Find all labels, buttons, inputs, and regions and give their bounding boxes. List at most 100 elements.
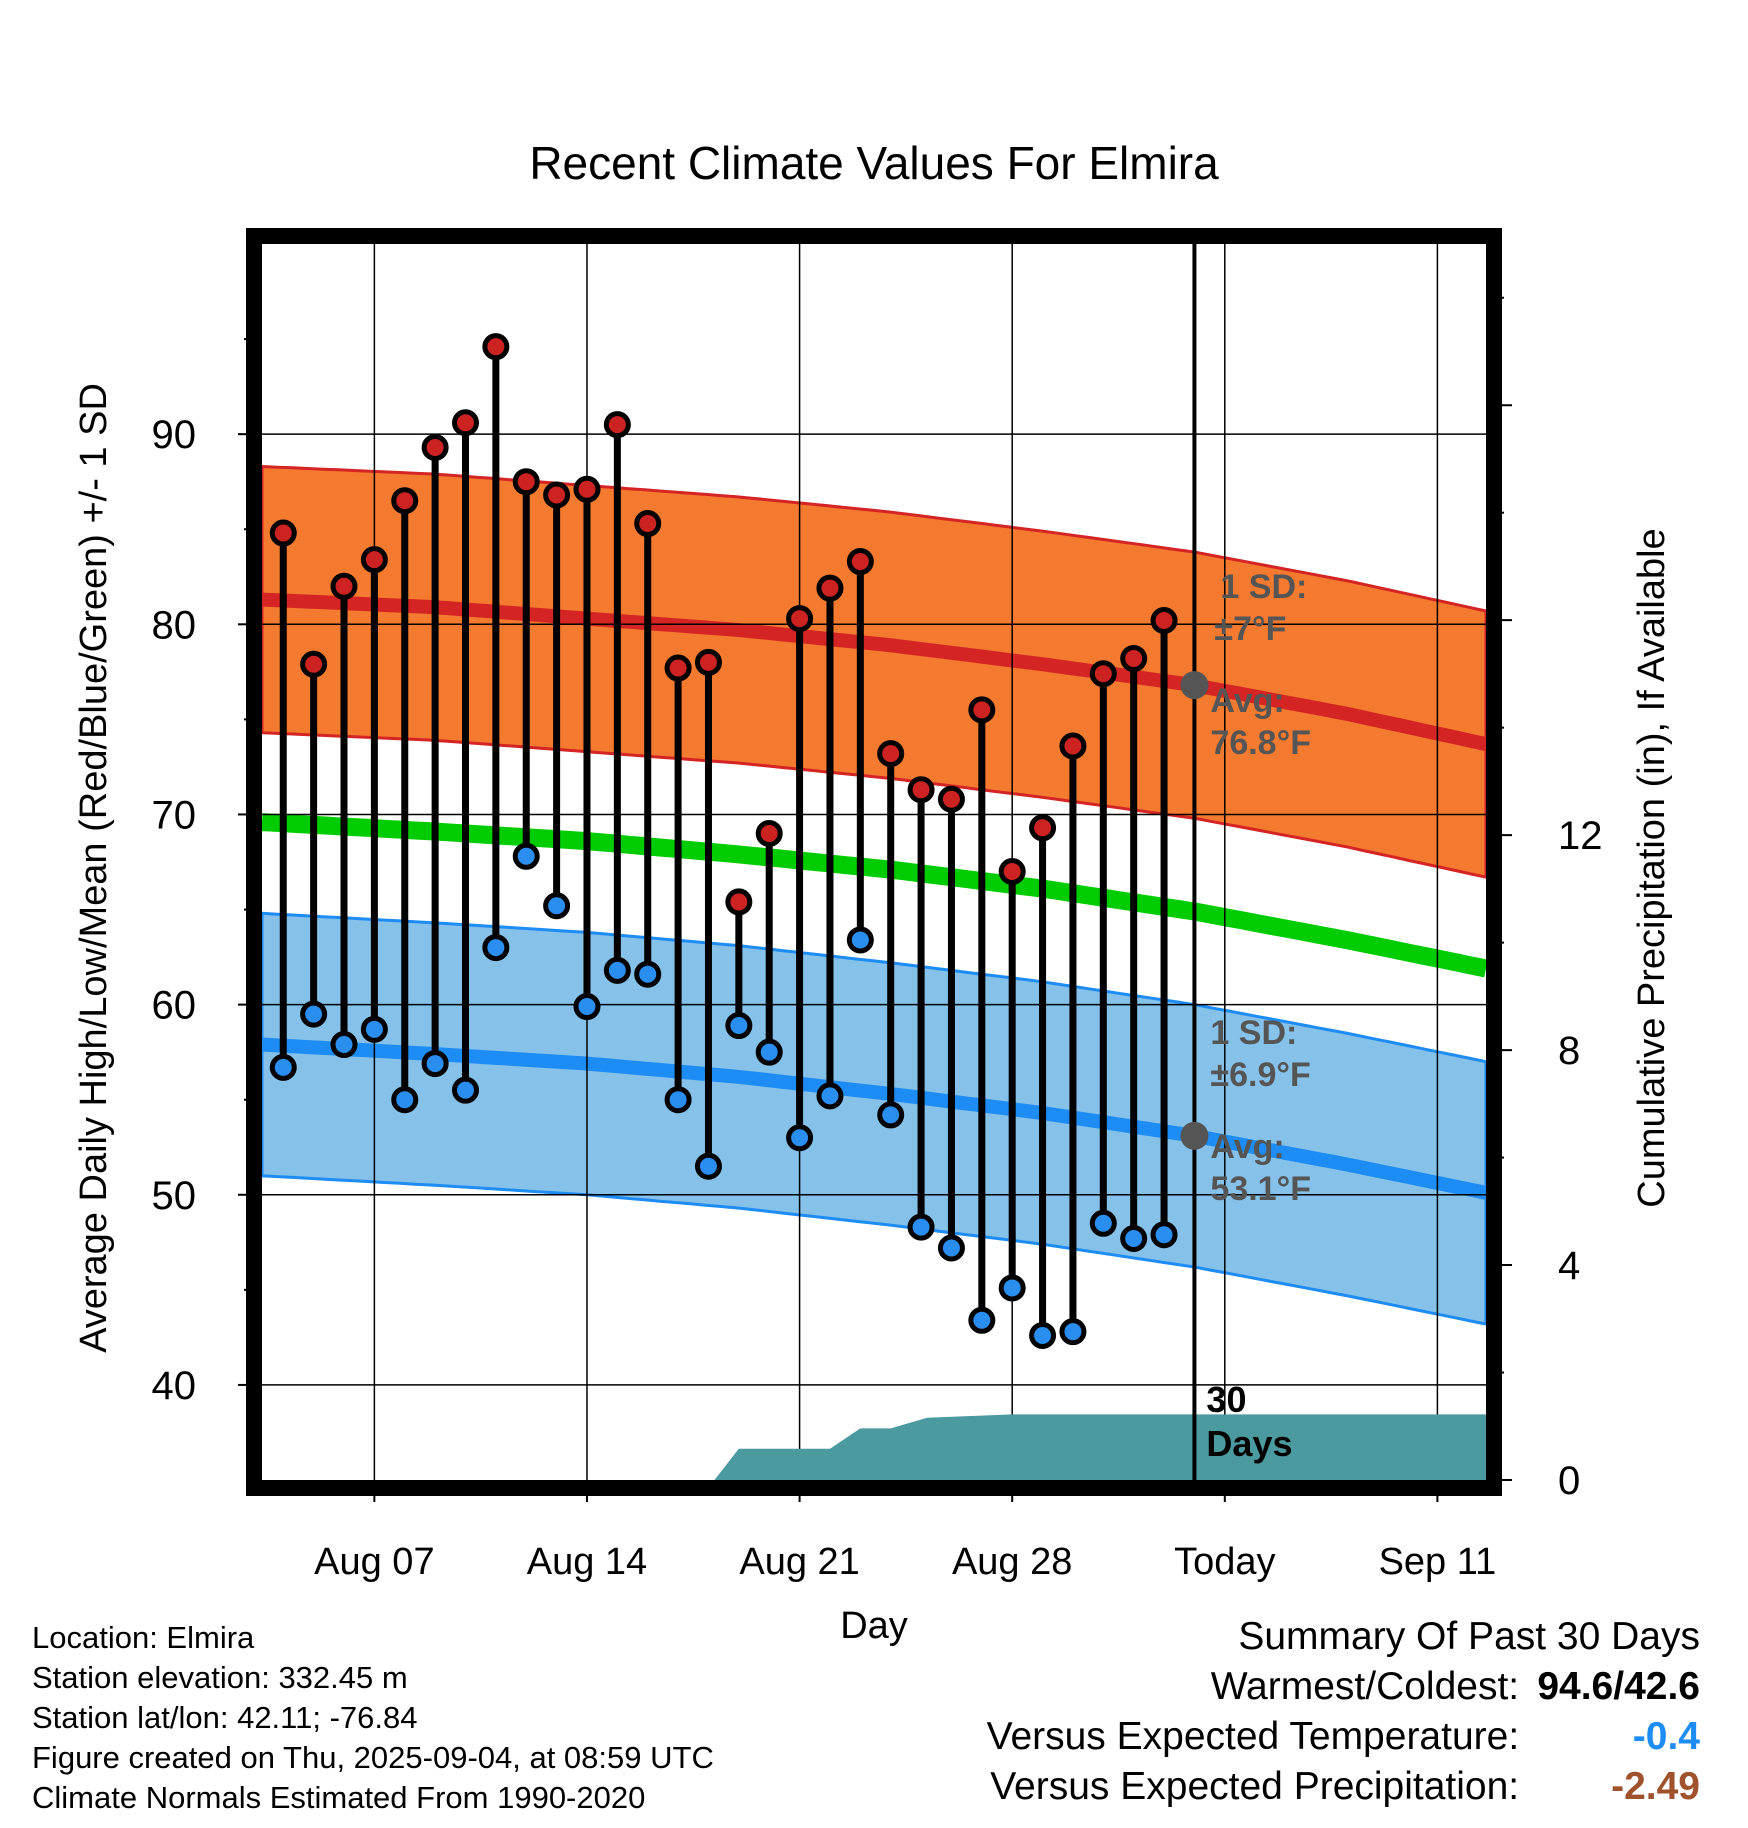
high-sd-label: 1 SD: [1220,568,1307,606]
high-point [421,433,449,461]
summary-panel: Summary Of Past 30 Days Warmest/Coldest:… [987,1612,1700,1812]
low-point [786,1124,814,1152]
annotations: 1 SD: ±7°F Avg: 76.8°F 1 SD: ±6.9°F Avg: 53.1°F… [1206,568,1311,1464]
x-tick-label: Aug 14 [527,1541,647,1583]
low-point [360,1015,388,1043]
today-low-normal-marker [1180,1121,1209,1150]
low-point [543,892,571,920]
today-high-normal-marker [1180,671,1209,700]
precip-area [262,1414,1486,1480]
high-sd-value: ±7°F [1214,610,1286,648]
high-point [300,650,328,678]
plot-frame [246,228,1502,1496]
low-point [755,1038,783,1066]
low-point [300,1000,328,1028]
y2-tick-label: 12 [1558,814,1603,858]
days-count: 30 [1206,1379,1246,1420]
station-info: Location: Elmira Station elevation: 332.… [32,1618,714,1818]
x-tick-label: Aug 28 [952,1541,1072,1583]
high-sd-band [260,464,1488,880]
y-tick-label: 60 [152,984,197,1028]
high-point [694,648,722,676]
low-point [421,1050,449,1078]
high-point [451,409,479,437]
high-point [269,519,297,547]
low-point [694,1152,722,1180]
low-point [816,1082,844,1110]
low-point [512,842,540,870]
low-point [998,1274,1026,1302]
y-tick-label: 90 [152,413,197,457]
low-point [603,956,631,984]
daily-range-stems [279,346,1168,1336]
low-point [1029,1321,1057,1349]
low-point [451,1076,479,1104]
high-point [330,572,358,600]
high-point [1059,732,1087,760]
x-tick-label: Aug 07 [314,1541,434,1583]
y2-tick-label: 4 [1558,1244,1580,1288]
high-point [1029,814,1057,842]
high-point [725,888,753,916]
low-point [573,993,601,1021]
x-tick-label: Today [1174,1541,1275,1583]
y2-axis-label: Cumulative Precipitation (in), If Availa… [1631,528,1673,1207]
low-point [1059,1318,1087,1346]
high-point [391,487,419,515]
low-sd-band [260,911,1488,1326]
low-point [482,934,510,962]
high-point [1089,660,1117,688]
low-point [1120,1225,1148,1253]
high-point [907,776,935,804]
normals-text: Climate Normals Estimated From 1990-2020 [32,1780,646,1815]
high-avg-label: Avg: [1210,682,1284,720]
y-tick-label: 50 [152,1174,197,1218]
x-tick-label: Aug 21 [739,1541,859,1583]
plot-border [246,228,1502,1496]
low-point [846,926,874,954]
low-point [725,1012,753,1040]
high-point [634,510,662,538]
high-point [998,858,1026,886]
low-point [907,1213,935,1241]
high-point [846,548,874,576]
temp-label: Versus Expected Temperature: [986,1715,1520,1758]
days-word: Days [1206,1423,1292,1464]
y2-tick-label: 8 [1558,1029,1580,1073]
high-point [937,785,965,813]
elevation-text: Station elevation: 332.45 m [32,1660,408,1695]
low-sd-value: ±6.9°F [1210,1056,1310,1094]
y2-tick-label: 0 [1558,1459,1580,1503]
y-tick-label: 70 [152,793,197,837]
x-tick-label: Sep 11 [1379,1541,1497,1583]
temp-value: -0.4 [1632,1715,1700,1758]
low-avg-value: 53.1°F [1210,1170,1311,1208]
daily-points [269,333,1209,1349]
low-point [391,1086,419,1114]
low-point [937,1234,965,1262]
high-point [664,654,692,682]
low-point [664,1086,692,1114]
low-point [634,960,662,988]
high-point [573,475,601,503]
latlon-text: Station lat/lon: 42.11; -76.84 [32,1700,418,1735]
low-avg-label: Avg: [1210,1128,1284,1166]
summary-warm-cold-row: Warmest/Coldest: 94.6/42.6 [987,1662,1700,1712]
axes: Aug 07 Aug 14 Aug 21 Aug 28 Today Sep 11 4 0 50 6… [152,296,1603,1583]
high-point [360,546,388,574]
precip-label: Versus Expected Precipitation: [990,1765,1520,1808]
chart-title: Recent Climate Values For Elmira [529,137,1219,189]
low-point [269,1053,297,1081]
warm-cold-value: 94.6/42.6 [1537,1665,1700,1708]
high-point [1120,645,1148,673]
low-point [330,1031,358,1059]
high-point [786,605,814,633]
high-point [968,696,996,724]
high-point [877,740,905,768]
low-point [877,1101,905,1129]
high-point [543,481,571,509]
x-axis-label: Day [840,1605,908,1647]
created-text: Figure created on Thu, 2025-09-04, at 08… [32,1740,714,1775]
warm-cold-label: Warmest/Coldest: [1210,1665,1520,1708]
